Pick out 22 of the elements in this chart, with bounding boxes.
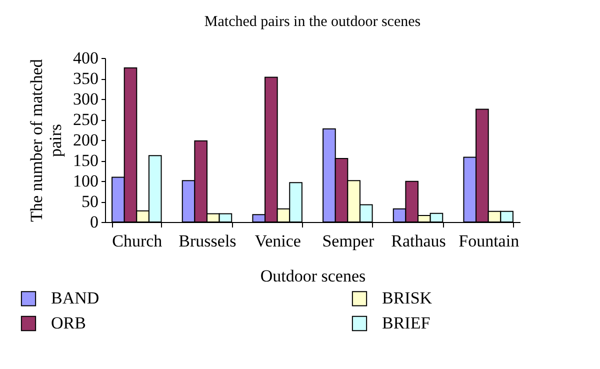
legend-label: BRISK [382, 288, 433, 308]
x-tick-label: Rathaus [391, 232, 446, 250]
x-tick-label: Fountain [458, 232, 520, 250]
x-tick-label: Venice [254, 232, 301, 250]
x-tick-label: Semper [322, 232, 374, 250]
x-tick-label: Brussels [178, 232, 236, 250]
legend-label: BAND [51, 288, 100, 308]
y-tick-label: 200 [73, 130, 98, 150]
y-tick-label: 100 [73, 172, 98, 190]
chart-title: Matched pairs in the outdoor scenes [204, 14, 421, 30]
y-tick-label: 400 [73, 48, 98, 68]
y-tick-label: 350 [73, 69, 98, 88]
y-tick-label: 150 [73, 151, 98, 170]
y-tick-label: 300 [73, 90, 98, 108]
x-tick-label: Church [112, 232, 163, 250]
y-tick-label: 250 [73, 110, 98, 129]
y-tick-label: 0 [90, 212, 98, 232]
legend-label: BRIEF [382, 314, 430, 332]
legend-label: ORB [51, 314, 86, 332]
x-axis-title: Outdoor scenes [260, 266, 366, 286]
y-tick-label: 50 [82, 192, 98, 211]
y-axis-title: The number of matched pairs [27, 58, 65, 222]
